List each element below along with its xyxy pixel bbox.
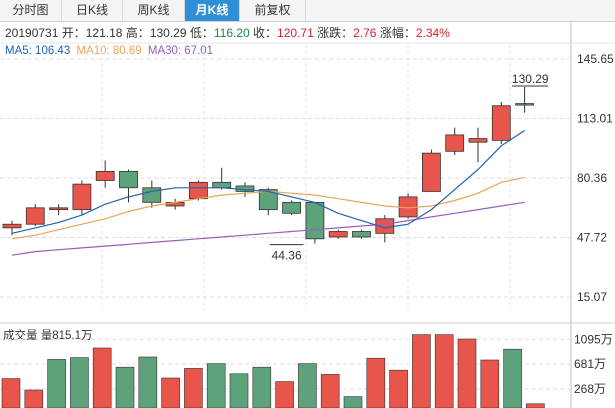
- info-close-label: 收：: [253, 26, 278, 40]
- info-low: 116.20: [213, 26, 250, 40]
- ma30-value: 67.01: [184, 45, 214, 57]
- ma10-label: MA10:: [76, 45, 113, 57]
- volume-bar: [184, 368, 203, 408]
- volume-bar: [275, 381, 294, 408]
- candle-body: [421, 152, 441, 192]
- info-change: 2.76: [353, 26, 377, 40]
- info-low-label: 低：: [189, 26, 214, 40]
- volume-bar: [412, 334, 431, 408]
- high-value-label: 130.29: [512, 72, 549, 86]
- volume-bar: [115, 366, 135, 408]
- price-tick-label: 47.72: [577, 230, 607, 244]
- candle-body: [95, 170, 115, 181]
- volume-bar: [343, 396, 363, 408]
- volume-bar: [503, 348, 522, 408]
- ma5-line: [11, 129, 525, 234]
- candle-body: [188, 181, 208, 200]
- volume-bar: [24, 389, 44, 408]
- volume-tick-label: 681万: [574, 357, 606, 371]
- candle-body: [305, 201, 325, 240]
- volume-bar: [298, 363, 317, 408]
- volume-bar: [92, 347, 112, 408]
- candle-body: [49, 207, 68, 211]
- candle-body: [468, 138, 488, 143]
- volume-bar: [229, 373, 249, 408]
- tab-weekly-k[interactable]: 周K线: [123, 0, 185, 21]
- ma10-value: 80.69: [112, 45, 142, 57]
- volume-bar: [47, 359, 66, 408]
- volume-bar: [366, 357, 386, 408]
- tab-forward-adjust[interactable]: 前复权: [240, 0, 306, 21]
- volume-bar: [206, 363, 226, 408]
- tab-minute-chart[interactable]: 分时图: [0, 0, 62, 21]
- volume-bar: [389, 369, 408, 408]
- info-close: 120.71: [277, 26, 314, 40]
- candle-body: [119, 170, 138, 189]
- price-tick-label: 145.65: [577, 52, 614, 66]
- price-tick-label: 15.07: [577, 290, 607, 304]
- volume-bar: [457, 338, 477, 408]
- volume-bar: [161, 377, 180, 408]
- candle-body: [142, 187, 162, 203]
- ma5-label: MA5:: [5, 45, 36, 57]
- candle-body: [445, 134, 465, 152]
- info-high-label: 高：: [125, 26, 150, 40]
- info-pct: 2.34%: [415, 26, 450, 40]
- ma30-label: MA30:: [147, 45, 185, 57]
- ma5-value: 106.43: [35, 45, 71, 57]
- candle-body: [352, 231, 371, 238]
- info-pct-label: 涨幅：: [379, 26, 416, 40]
- candle-body: [72, 183, 92, 211]
- volume-bar: [480, 359, 500, 408]
- info-open-label: 开：: [61, 26, 86, 40]
- volume-bar: [70, 357, 89, 408]
- ohlc-info-bar: 20190731 开：121.18 高：130.29 低：116.20 收：12…: [5, 24, 450, 41]
- low-value-label: 44.36: [272, 249, 302, 263]
- volume-bar: [252, 366, 272, 408]
- candle-body: [328, 231, 348, 238]
- ma30-line: [11, 201, 525, 256]
- tab-daily-k[interactable]: 日K线: [62, 0, 123, 21]
- volume-bar: [320, 374, 340, 408]
- info-high: 130.29: [149, 26, 187, 40]
- candle-body: [25, 207, 45, 225]
- tab-monthly-k[interactable]: 月K线: [185, 0, 240, 21]
- price-tick-label: 113.01: [577, 111, 613, 125]
- info-change-label: 涨跌：: [317, 26, 354, 40]
- candle-body: [491, 105, 511, 141]
- candle-body: [212, 181, 232, 189]
- volume-tick-label: 1095万: [574, 332, 613, 346]
- ma-legend: MA5: 106.43 MA10: 80.69 MA30: 67.01: [5, 45, 213, 57]
- candle-body: [258, 189, 278, 211]
- volume-bar: [138, 356, 158, 408]
- volume-bar: [526, 403, 545, 408]
- candle-body: [2, 223, 22, 229]
- volume-bar: [1, 378, 21, 408]
- volume-tick-label: 268万: [574, 382, 606, 396]
- price-tick-label: 80.36: [577, 171, 607, 185]
- info-date: 20190731: [5, 26, 59, 40]
- period-tab-bar: 分时图 日K线 周K线 月K线 前复权: [0, 0, 615, 22]
- volume-bar: [434, 334, 454, 408]
- info-open: 121.18: [85, 26, 123, 40]
- candle-body: [515, 103, 534, 106]
- candle-body: [282, 201, 302, 214]
